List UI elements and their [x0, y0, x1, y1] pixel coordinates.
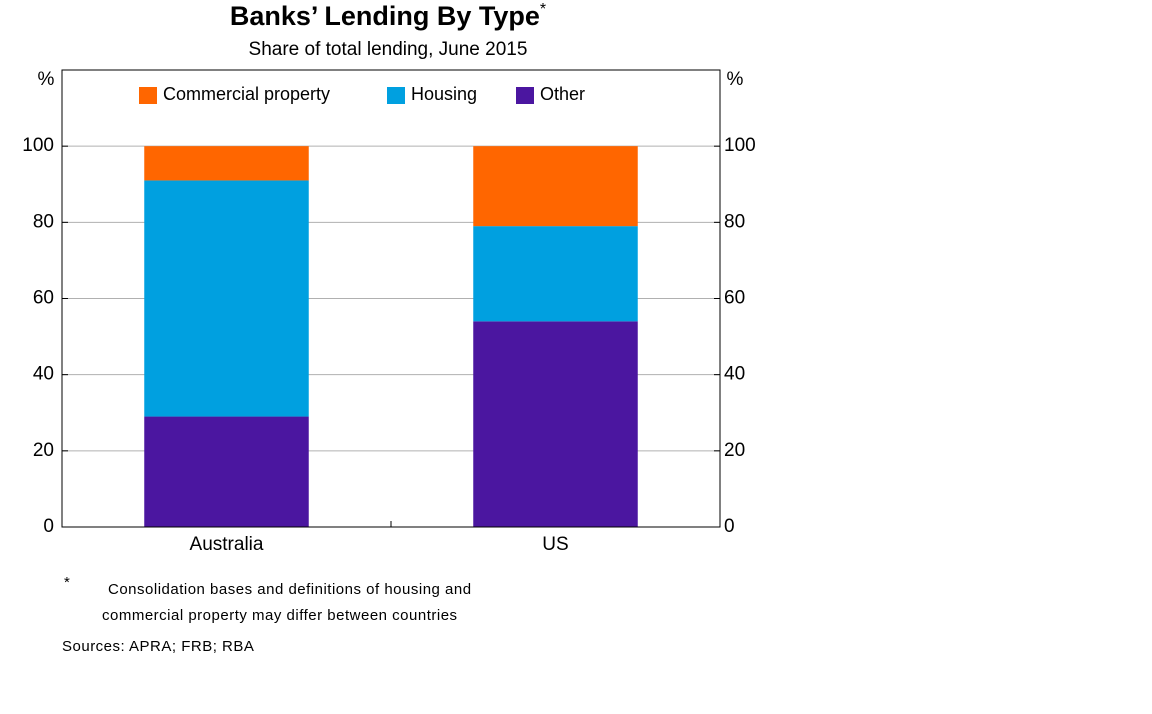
y2-tick-label: 40: [724, 364, 745, 385]
y-tick-label: 60: [33, 288, 54, 309]
footnote: Consolidation bases and definitions of h…: [108, 581, 472, 598]
y2-tick-label: 60: [724, 288, 745, 309]
bar-segment: [473, 321, 638, 527]
legend-label: Commercial property: [163, 84, 330, 104]
y-tick-label: 20: [33, 440, 54, 461]
chart-title: Banks’ Lending By Type*: [230, 1, 546, 31]
sources: Sources: APRA; FRB; RBA: [62, 638, 254, 655]
y2-tick-label: 0: [724, 516, 735, 537]
footnote-marker: *: [64, 574, 70, 591]
y2-tick-label: 80: [724, 211, 745, 232]
legend-swatch: [516, 87, 534, 104]
legend-label: Other: [540, 84, 585, 104]
chart-subtitle: Share of total lending, June 2015: [249, 39, 528, 60]
title-note: *: [540, 1, 546, 18]
bar-segment: [473, 226, 638, 322]
y2-tick-label: 20: [724, 440, 745, 461]
y-unit: %: [38, 69, 55, 90]
plot-frame: [61, 69, 721, 528]
legend-label: Housing: [411, 84, 477, 104]
legend-swatch: [387, 87, 405, 104]
x-tick-label: Australia: [190, 534, 264, 555]
bar-segment: [144, 180, 309, 417]
bar-segment: [144, 146, 309, 181]
legend-swatch: [139, 87, 157, 104]
y2-unit: %: [727, 69, 744, 90]
y-tick-label: 40: [33, 364, 54, 385]
y-tick-label: 0: [43, 516, 54, 537]
bar-segment: [144, 416, 309, 527]
bar-segment: [473, 146, 638, 227]
x-tick-label: US: [542, 534, 568, 555]
footnote: commercial property may differ between c…: [102, 607, 458, 624]
y-tick-label: 80: [33, 211, 54, 232]
y-tick-label: 100: [22, 135, 54, 156]
title-text: Banks’ Lending By Type: [230, 1, 540, 31]
y2-tick-label: 100: [724, 135, 756, 156]
